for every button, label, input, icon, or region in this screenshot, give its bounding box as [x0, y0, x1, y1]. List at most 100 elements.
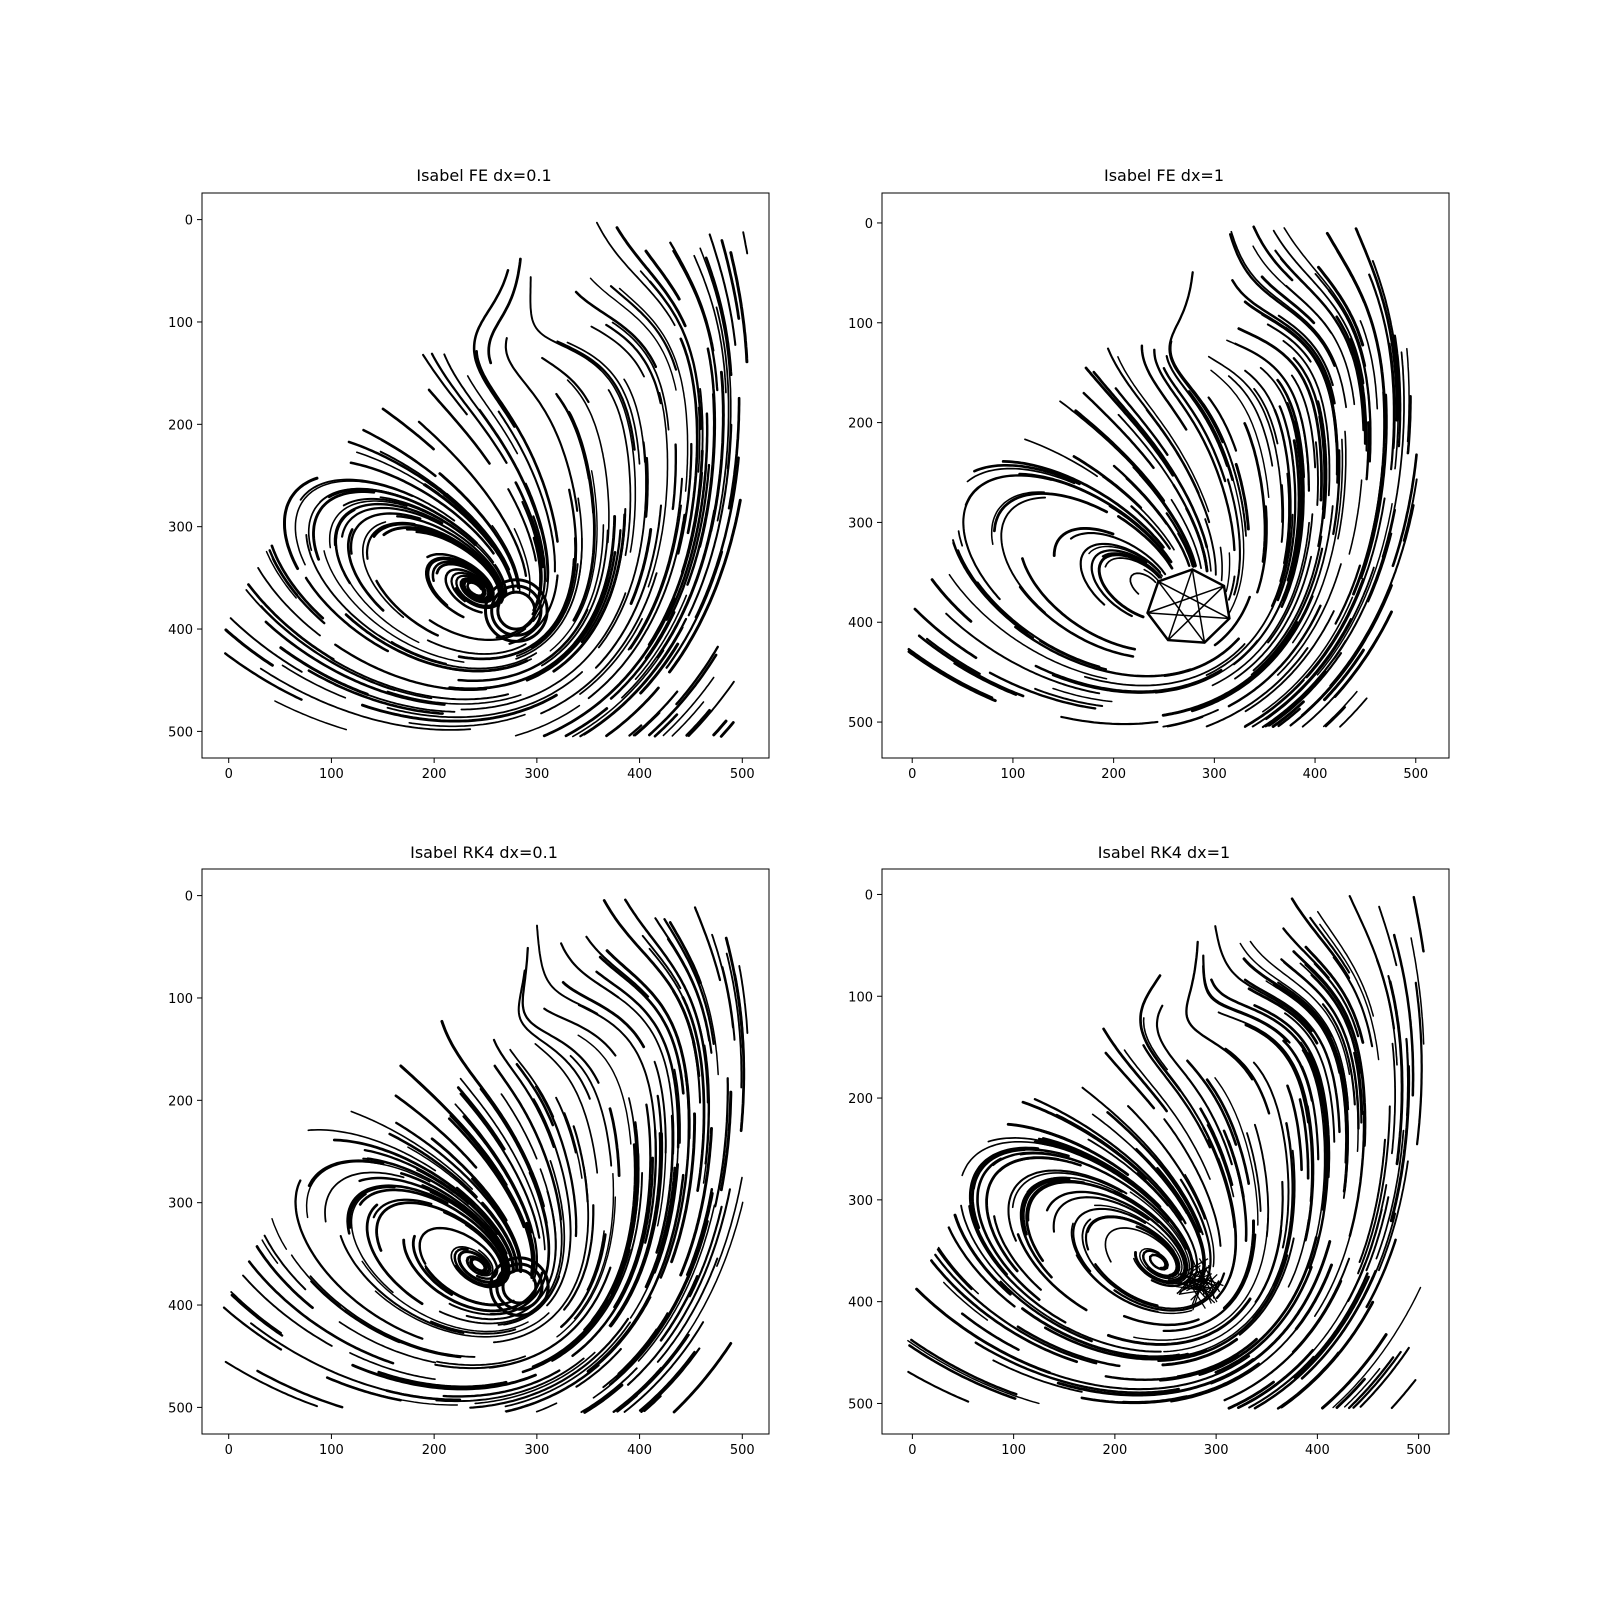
streamline [459, 1092, 541, 1239]
streamline [1322, 690, 1358, 728]
streamline [1371, 260, 1400, 421]
streamline [1185, 940, 1254, 1081]
streamline [1276, 563, 1342, 676]
x-tick-label: 500 [1403, 767, 1428, 782]
streamline [224, 628, 274, 667]
streamline [1075, 1254, 1193, 1315]
streamline [350, 1193, 394, 1294]
x-tick-label: 200 [422, 1443, 447, 1458]
streamline [1210, 369, 1270, 499]
streamline [259, 667, 472, 731]
streamline [595, 970, 680, 1149]
streamline [1223, 1279, 1343, 1402]
streamline [535, 1402, 558, 1413]
streamline [1163, 637, 1240, 678]
streamline [608, 1132, 662, 1327]
streamline [953, 662, 1018, 696]
streamline [386, 690, 522, 705]
streamline [992, 1151, 1169, 1223]
streamline [590, 325, 645, 378]
streamline [551, 1171, 644, 1362]
streamline [1217, 1011, 1314, 1192]
streamline [534, 1043, 599, 1174]
streamline [1378, 905, 1398, 967]
streamline [1243, 978, 1341, 1134]
streamline [729, 251, 749, 364]
streamline [572, 1125, 589, 1203]
streamline [1390, 1379, 1417, 1410]
streamline [447, 1117, 526, 1229]
streamline [514, 481, 545, 569]
vortex-core-chord [1157, 580, 1206, 644]
streamline [1292, 357, 1327, 548]
streamline [1292, 438, 1344, 644]
streamline [698, 347, 717, 548]
vortex-tangle-segment [1207, 1265, 1215, 1299]
streamline [586, 1230, 605, 1291]
streamline [634, 712, 661, 737]
streamline [270, 544, 325, 620]
streamline [1276, 405, 1297, 602]
streamline [1106, 347, 1200, 495]
streamline [532, 1098, 572, 1307]
streamline [1082, 391, 1155, 470]
streamline [685, 708, 711, 737]
streamline [549, 470, 598, 652]
streamline [998, 1156, 1082, 1173]
streamline [504, 1296, 652, 1412]
x-tick-label: 100 [1001, 767, 1026, 782]
streamline [577, 1004, 657, 1181]
streamline [1069, 531, 1167, 576]
y-tick-label: 500 [848, 1397, 873, 1412]
streamline [673, 1068, 681, 1144]
streamline [1323, 648, 1365, 702]
streamline [697, 406, 701, 473]
streamline [1163, 1229, 1283, 1353]
streamline [374, 1290, 550, 1338]
streamline [1279, 257, 1353, 356]
streamline [972, 1148, 1026, 1191]
streamline [1234, 342, 1311, 492]
streamline [587, 513, 686, 700]
vortex-core-hole [501, 596, 531, 625]
streamline [1213, 595, 1251, 647]
streamline [1025, 1179, 1085, 1262]
streamline [1161, 1338, 1239, 1367]
streamline [1024, 438, 1099, 478]
streamline [255, 1245, 314, 1310]
streamline [563, 1112, 583, 1179]
streamline [1286, 1084, 1303, 1172]
streamline [448, 1215, 551, 1316]
streamline [365, 521, 416, 560]
streamline [330, 658, 510, 701]
streamline [1122, 1352, 1190, 1360]
streamline [1248, 1355, 1315, 1409]
streamline [1199, 1107, 1234, 1187]
streamline [644, 456, 649, 518]
streamline [655, 1114, 674, 1254]
streamline [1352, 464, 1385, 596]
streamline [725, 952, 743, 1089]
streamline [1018, 585, 1135, 658]
streamline [992, 1359, 1083, 1393]
streamline [230, 1291, 282, 1334]
streamline [1332, 449, 1341, 536]
streamline [430, 1320, 517, 1335]
panel-title-rk4-dx-0-1: Isabel RK4 dx=0.1 [410, 843, 558, 862]
streamline [1114, 387, 1169, 456]
streamline [1299, 1041, 1328, 1211]
streamline [1230, 230, 1347, 409]
streamline [672, 1341, 733, 1414]
streamline [597, 441, 647, 649]
streamline [1256, 505, 1268, 594]
x-tick-label: 0 [908, 767, 916, 782]
streamlines [907, 225, 1418, 729]
y-tick-label: 0 [185, 890, 193, 905]
streamline [472, 269, 516, 428]
streamline [475, 349, 559, 543]
streamline [1113, 1190, 1189, 1284]
streamline [535, 1085, 578, 1238]
streamline [372, 522, 503, 609]
streamline [1319, 923, 1380, 1061]
streamline [1253, 1275, 1370, 1410]
